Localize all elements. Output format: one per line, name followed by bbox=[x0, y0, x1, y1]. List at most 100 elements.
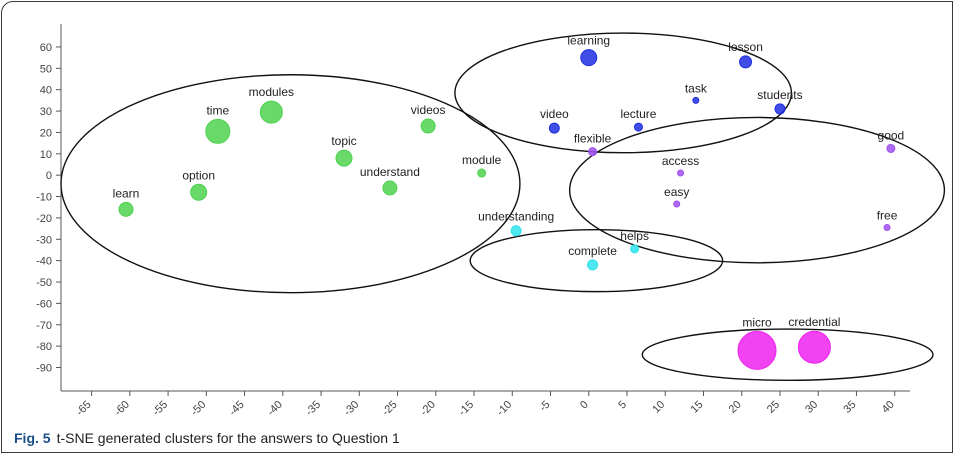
y-tick-label: 0 bbox=[46, 170, 52, 182]
x-tick-label: 35 bbox=[841, 399, 858, 416]
x-tick-label: -30 bbox=[342, 399, 362, 419]
x-tick-label: -50 bbox=[189, 399, 209, 419]
point-label-free: free bbox=[877, 209, 898, 223]
point-time bbox=[205, 118, 231, 144]
x-tick-label: 0 bbox=[578, 399, 591, 412]
x-tick-label: -40 bbox=[265, 399, 285, 419]
point-credential bbox=[797, 330, 831, 364]
point-label-micro: micro bbox=[742, 315, 772, 329]
point-label-lecture: lecture bbox=[620, 107, 656, 121]
caption-text: t-SNE generated clusters for the answers… bbox=[56, 430, 400, 446]
y-tick-label: -30 bbox=[36, 234, 52, 246]
point-label-helps: helps bbox=[620, 229, 649, 243]
x-tick-label: -5 bbox=[537, 399, 552, 414]
cluster-ellipse bbox=[60, 74, 521, 294]
y-tick-label: 50 bbox=[40, 63, 52, 75]
cluster-ellipses bbox=[60, 32, 946, 382]
y-tick-label: 40 bbox=[40, 85, 52, 97]
point-label-understanding: understanding bbox=[478, 210, 554, 224]
x-tick-label: -35 bbox=[303, 399, 323, 419]
point-module bbox=[477, 168, 487, 178]
y-tick-label: -50 bbox=[36, 277, 52, 289]
point-helps bbox=[630, 244, 640, 254]
caption-label: Fig. 5 bbox=[14, 430, 51, 446]
point-easy bbox=[673, 200, 681, 208]
cluster-ellipse bbox=[454, 32, 793, 154]
y-tick-label: -60 bbox=[36, 298, 52, 310]
y-tick-label: 20 bbox=[40, 127, 52, 139]
y-axis-ticks: 60 50 40 30 20 10 0 -10 -20 -30 -40 -50 -60 -70 -80 -90 bbox=[36, 42, 61, 374]
point-modules bbox=[259, 100, 283, 124]
point-label-module: module bbox=[462, 153, 502, 167]
point-free bbox=[883, 224, 891, 232]
cluster-ellipse bbox=[568, 116, 946, 264]
point-video bbox=[548, 122, 560, 134]
x-tick-label: 25 bbox=[765, 399, 782, 416]
point-learn bbox=[118, 201, 134, 217]
point-label-learn: learn bbox=[113, 186, 140, 200]
point-good bbox=[886, 143, 896, 153]
y-tick-label: -70 bbox=[36, 320, 52, 332]
point-label-good: good bbox=[878, 128, 905, 142]
figure-caption: Fig. 5 t-SNE generated clusters for the a… bbox=[14, 430, 400, 446]
point-task bbox=[692, 96, 700, 104]
point-label-lesson: lesson bbox=[728, 40, 763, 54]
point-option bbox=[190, 183, 208, 201]
point-micro bbox=[737, 330, 777, 370]
y-tick-label: 60 bbox=[40, 42, 52, 54]
x-tick-label: -15 bbox=[456, 399, 476, 419]
data-points: learning lesson task students video lecture fl… bbox=[113, 34, 905, 370]
point-label-time: time bbox=[206, 103, 229, 117]
point-access bbox=[677, 169, 685, 177]
point-lesson bbox=[739, 55, 753, 69]
point-label-video: video bbox=[540, 107, 569, 121]
x-axis-ticks: -65 -60 -55 -50 -45 -40 -35 -30 -25 -20 -15 -10 -5 0 5… bbox=[74, 391, 897, 418]
x-tick-label: -55 bbox=[150, 399, 170, 419]
point-learning bbox=[580, 49, 598, 67]
x-tick-label: 30 bbox=[803, 399, 820, 416]
point-complete bbox=[587, 259, 599, 271]
point-label-access: access bbox=[662, 154, 699, 168]
x-tick-label: -10 bbox=[495, 399, 515, 419]
y-tick-label: 10 bbox=[40, 149, 52, 161]
point-students bbox=[774, 103, 786, 115]
point-videos bbox=[420, 118, 436, 134]
point-label-easy: easy bbox=[664, 185, 689, 199]
x-tick-label: -20 bbox=[418, 399, 438, 419]
point-label-modules: modules bbox=[249, 85, 294, 99]
point-label-learning: learning bbox=[567, 34, 610, 48]
x-tick-label: -60 bbox=[112, 399, 132, 419]
point-label-task: task bbox=[685, 81, 708, 95]
cluster-ellipse bbox=[641, 328, 934, 382]
point-understanding bbox=[510, 225, 522, 237]
y-tick-label: -20 bbox=[36, 213, 52, 225]
y-tick-label: -80 bbox=[36, 341, 52, 353]
cluster-ellipse bbox=[469, 228, 724, 293]
point-label-topic: topic bbox=[331, 134, 356, 148]
point-label-flexible: flexible bbox=[574, 132, 612, 146]
point-label-understand: understand bbox=[360, 165, 420, 179]
x-tick-label: -25 bbox=[380, 399, 400, 419]
point-lecture bbox=[633, 122, 643, 132]
x-tick-label: 10 bbox=[650, 399, 667, 416]
point-flexible bbox=[588, 147, 598, 157]
point-label-students: students bbox=[757, 88, 802, 102]
x-tick-label: -45 bbox=[227, 399, 247, 419]
x-tick-label: 20 bbox=[727, 399, 744, 416]
x-tick-label: -65 bbox=[74, 399, 94, 419]
point-label-credential: credential bbox=[788, 315, 840, 329]
point-understand bbox=[382, 180, 398, 196]
point-topic bbox=[335, 149, 353, 167]
y-tick-label: -10 bbox=[36, 192, 52, 204]
x-tick-label: 15 bbox=[688, 399, 705, 416]
x-tick-label: 40 bbox=[880, 399, 897, 416]
y-tick-label: 30 bbox=[40, 106, 52, 118]
point-label-videos: videos bbox=[411, 103, 446, 117]
point-label-option: option bbox=[182, 168, 215, 182]
x-tick-label: 5 bbox=[616, 399, 629, 412]
point-label-complete: complete bbox=[568, 244, 617, 258]
y-tick-label: -90 bbox=[36, 362, 52, 374]
y-tick-label: -40 bbox=[36, 256, 52, 268]
